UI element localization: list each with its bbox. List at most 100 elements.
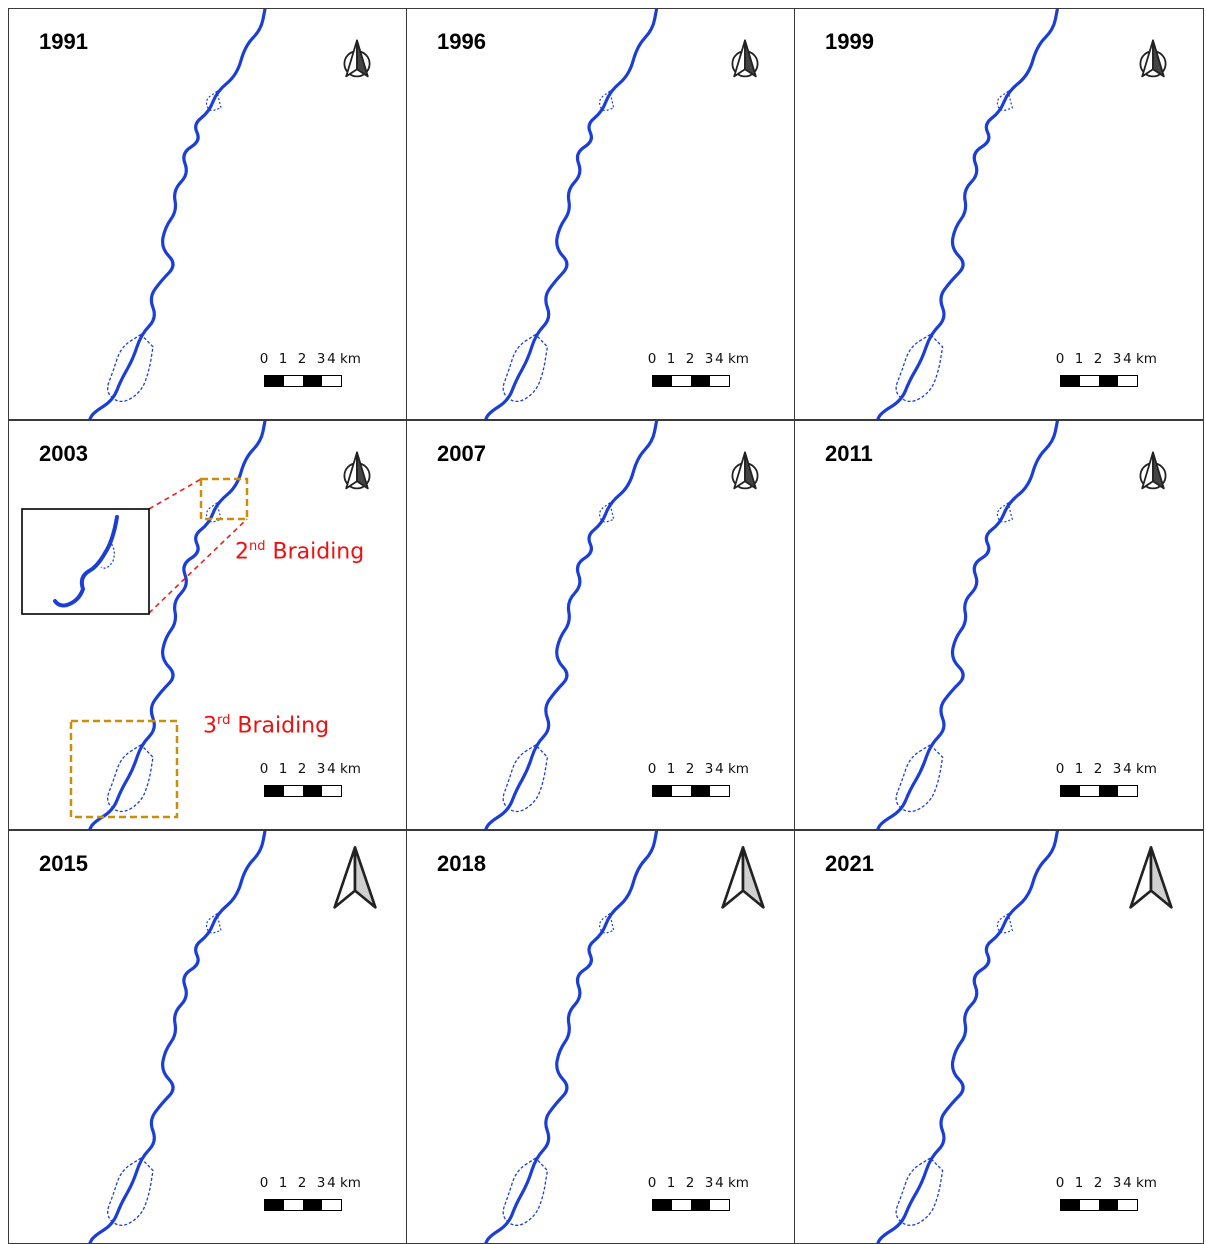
scale-tick-label: 4 km — [715, 1175, 749, 1191]
river-map — [876, 421, 1059, 829]
scale-tick-label: 4 km — [715, 761, 749, 777]
scale-tick-label: 1 — [278, 1175, 288, 1191]
zoom-connector-line — [148, 518, 248, 614]
river-map — [876, 831, 1059, 1243]
river-map — [88, 9, 267, 419]
braided-channel — [107, 1157, 154, 1226]
north-arrow-icon — [721, 846, 765, 909]
braiding-text: Braiding — [237, 713, 330, 739]
scale-tick-label: 4 km — [327, 351, 361, 367]
river-channel — [876, 421, 1059, 829]
scale-bar-segments — [652, 375, 730, 387]
scale-tick-label: 3 — [1112, 761, 1122, 777]
river-channel — [876, 9, 1059, 419]
river-map — [484, 831, 659, 1243]
scale-bar-segments — [264, 785, 342, 797]
scale-tick-label: 3 — [704, 1175, 714, 1191]
scale-tick-label: 1 — [278, 351, 288, 367]
inset-river-channel — [53, 515, 119, 608]
north-arrow-icon — [343, 39, 371, 78]
year-label: 2021 — [825, 851, 874, 876]
scale-tick-label: 1 — [278, 761, 288, 777]
river-map — [484, 9, 659, 419]
scale-tick-label: 3 — [1112, 1175, 1122, 1191]
scale-tick-label: 3 — [704, 761, 714, 777]
scale-tick-label: 1 — [666, 351, 676, 367]
scale-bar-segments — [652, 785, 730, 797]
zoom-connector-line — [148, 478, 202, 510]
scale-tick-label: 3 — [316, 761, 326, 777]
scale-tick-label: 0 — [647, 761, 657, 777]
north-arrow — [331, 845, 379, 915]
map-panel-2011: 2011 0 1 2 3 4 km — [794, 420, 1204, 830]
scale-tick-label: 2 — [1093, 761, 1103, 777]
river-map — [88, 831, 267, 1243]
year-label: 1999 — [825, 29, 874, 54]
map-panel-2021: 2021 0 1 2 3 4 km — [794, 830, 1204, 1244]
map-panel-2003: 2003 0 1 2 3 4 km 2nd Braiding 3rd Braiding — [8, 420, 408, 830]
river-channel — [484, 421, 659, 829]
north-arrow — [1127, 845, 1175, 915]
braided-channel — [502, 1157, 549, 1226]
scale-bar-segments — [264, 375, 342, 387]
third-braiding-label: 3rd Braiding — [203, 713, 329, 738]
north-arrow-icon — [343, 451, 371, 490]
scale-tick-label: 1 — [666, 1175, 676, 1191]
second-braiding-label: 2nd Braiding — [235, 539, 364, 564]
map-panel-1999: 1999 0 1 2 3 4 km — [794, 8, 1204, 420]
scale-tick-label: 2 — [685, 761, 695, 777]
scale-tick-label: 3 — [704, 351, 714, 367]
scale-tick-label: 2 — [297, 761, 307, 777]
scale-tick-label: 0 — [647, 351, 657, 367]
north-arrow-icon — [1129, 846, 1173, 909]
year-label: 2011 — [825, 441, 873, 466]
scale-tick-label: 2 — [1093, 351, 1103, 367]
year-label: 1996 — [437, 29, 486, 54]
north-arrow — [727, 35, 763, 89]
braiding-text: Braiding — [272, 539, 365, 565]
year-label: 2003 — [39, 441, 88, 466]
river-channel — [484, 9, 659, 419]
scale-tick-label: 4 km — [1123, 351, 1157, 367]
braiding-ordinal-suffix: rd — [217, 713, 231, 728]
map-panel-1996: 1996 0 1 2 3 4 km — [406, 8, 796, 420]
minor-channel — [598, 90, 615, 112]
north-arrow — [339, 35, 375, 89]
scale-tick-label: 3 — [1112, 351, 1122, 367]
braided-channel — [895, 333, 944, 403]
scale-tick-label: 4 km — [715, 351, 749, 367]
scale-tick-label: 2 — [685, 1175, 695, 1191]
braided-channel — [895, 744, 944, 813]
scale-tick-label: 2 — [1093, 1175, 1103, 1191]
scale-tick-label: 0 — [259, 761, 269, 777]
minor-channel — [598, 502, 615, 523]
scale-tick-label: 4 km — [327, 1175, 361, 1191]
scale-tick-label: 0 — [1055, 761, 1065, 777]
scale-tick-label: 0 — [259, 351, 269, 367]
scale-tick-label: 0 — [647, 1175, 657, 1191]
river-channel — [88, 9, 267, 419]
second-braiding-box — [199, 477, 249, 521]
scale-tick-label: 4 km — [327, 761, 361, 777]
scale-bar-segments — [1060, 375, 1138, 387]
scale-tick-label: 0 — [1055, 1175, 1065, 1191]
scale-tick-label: 1 — [1074, 351, 1084, 367]
zoom-inset — [21, 508, 150, 615]
braided-channel — [502, 744, 549, 813]
braiding-ordinal: 2 — [235, 539, 249, 565]
inset-braided-channel — [100, 540, 115, 569]
year-label: 2007 — [437, 441, 486, 466]
north-arrow-icon — [1139, 39, 1167, 78]
scale-tick-label: 4 km — [1123, 761, 1157, 777]
north-arrow — [727, 447, 763, 501]
river-channel — [484, 831, 659, 1243]
braided-channel — [895, 1157, 944, 1226]
